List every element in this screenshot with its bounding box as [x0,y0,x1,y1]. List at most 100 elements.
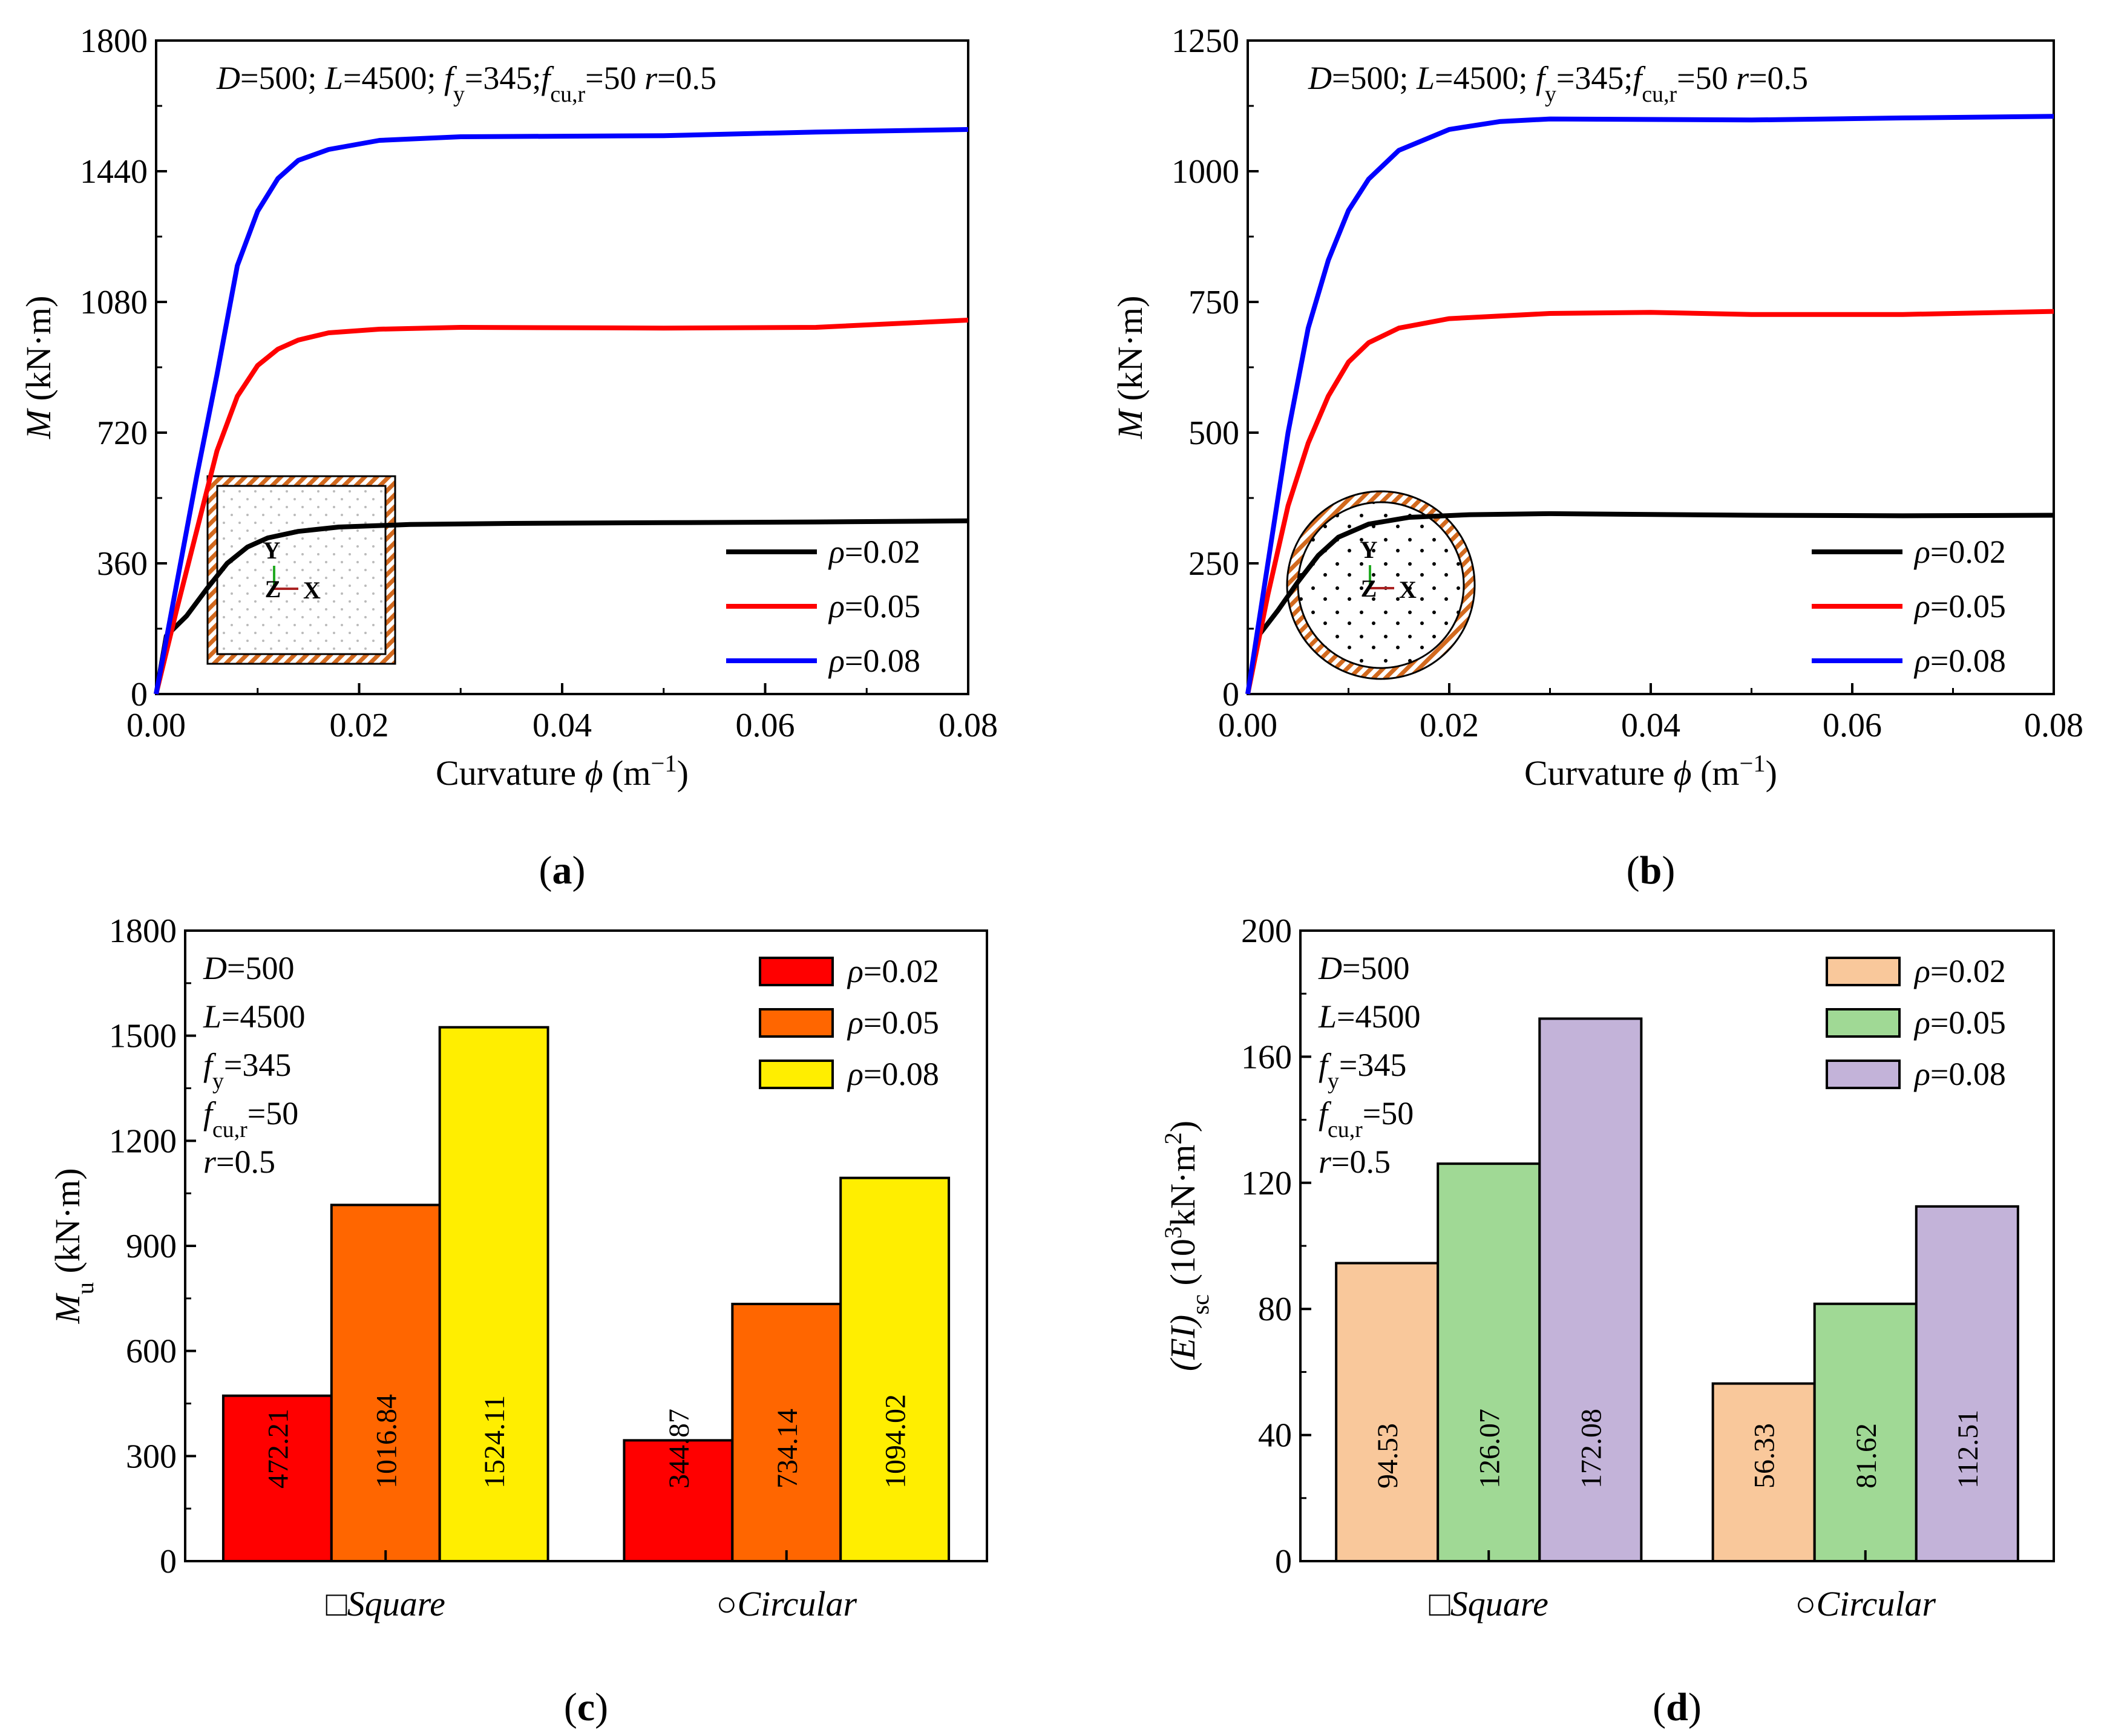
y-tick-label: 80 [1258,1291,1292,1328]
section-inset: YZ X [1286,490,1476,680]
y-tick-label: 40 [1258,1417,1292,1455]
inset-x-label: X [1399,576,1417,603]
y-tick-label: 1200 [109,1122,177,1160]
bar-value-label: 126.07 [1473,1409,1506,1489]
y-tick-label: 720 [97,414,148,452]
y-tick-label: 1250 [1171,22,1239,60]
y-tick-label: 1000 [1171,153,1239,191]
series-line [154,318,969,695]
x-tick-label: 0.08 [939,707,998,744]
x-tick-label: 0.04 [532,707,592,744]
x-tick-label: 0.06 [1823,707,1882,744]
series-line [1245,511,2054,695]
x-category-label: ○Circular [1795,1584,1936,1623]
y-axis-label: Mu (kN·m) [48,1168,99,1324]
x-tick-label: 0.00 [126,707,186,744]
annotation-r: r=0.5 [1319,1144,1391,1180]
y-tick-label: 0 [131,676,148,713]
y-tick-label: 0 [1275,1543,1292,1580]
y-axis-label: M (kN·m) [1110,296,1150,440]
annotation-fy: fy=345 [203,1047,291,1094]
bar [1711,1382,1816,1563]
y-tick-label: 160 [1241,1038,1292,1076]
bar-value-label: 112.51 [1952,1410,1984,1489]
y-tick-label: 0 [160,1543,177,1580]
legend-label: ρ=0.08 [1913,643,2006,679]
bar [623,1439,734,1563]
legend-label: ρ=0.02 [1913,534,2006,570]
legend-swatch [1826,957,1901,986]
x-tick-label: 0.06 [736,707,795,744]
section-inset: YZ X [206,475,396,665]
legend-swatch [1826,1008,1901,1038]
bar [1437,1162,1541,1562]
bar-value-label: 1094.02 [880,1394,912,1489]
x-category-label: □Square [326,1584,445,1623]
annotation-fcu: fcu,r=50 [1319,1095,1414,1142]
annotation-l: L=4500 [1318,998,1421,1035]
annotation-fy: fy=345 [1319,1047,1406,1094]
legend-label: ρ=0.05 [828,588,920,624]
bar [1335,1262,1440,1563]
legend-label: ρ=0.05 [1913,588,2006,624]
series-line [154,127,969,695]
bar [731,1303,842,1562]
x-category-label: □Square [1429,1584,1548,1623]
y-tick-label: 360 [97,545,148,583]
panel-label: (a) [539,848,586,893]
bar-value-label: 172.08 [1575,1409,1607,1489]
annotation-d: D=500 [203,950,294,986]
panel-a: 0 360 720 1080 1440 1800 0.00 0.02 0.04 0.06 0.08 Y… [19,22,998,893]
bar [221,1394,333,1562]
bar-value-label: 81.62 [1850,1423,1883,1489]
annotation-r: r=0.5 [203,1144,275,1180]
y-tick-label: 200 [1241,912,1292,950]
legend-label: ρ=0.02 [828,534,920,570]
y-tick-label: 1080 [80,284,148,321]
legend-label: ρ=0.05 [847,1004,939,1041]
series-line [1245,114,2054,695]
legend-label: ρ=0.08 [1913,1056,2006,1092]
panel-label: (d) [1653,1685,1702,1729]
y-axis-label: (EI)sc (103kN·m2) [1159,1121,1214,1371]
inset-x-label: X [303,577,321,604]
parameter-annotation: D=500; L=4500; fy=345;fcu,r=50 r=0.5 [216,60,716,107]
annotation-fcu: fcu,r=50 [203,1095,298,1142]
inset-z-label: Z [265,575,281,603]
x-tick-label: 0.00 [1218,707,1277,744]
legend-swatch [759,1060,834,1089]
y-tick-label: 500 [1188,414,1239,452]
bar-value-label: 344.87 [663,1409,695,1489]
legend-label: ρ=0.05 [1913,1004,2006,1041]
bar-value-label: 1524.11 [479,1395,511,1489]
x-category-label: ○Circular [716,1584,857,1623]
bar [438,1026,549,1562]
y-tick-label: 900 [126,1228,177,1265]
panel-c: 0 300 600 900 1200 1500 1800 472.21 1016.84 1524.… [48,912,988,1729]
legend-label: ρ=0.08 [847,1056,939,1092]
bar [1538,1017,1643,1563]
panel-label: (b) [1627,848,1676,893]
x-tick-label: 0.08 [2024,707,2083,744]
y-tick-label: 0 [1222,676,1239,713]
annotation-d: D=500 [1318,950,1409,986]
bar-value-label: 1016.84 [370,1394,402,1489]
y-tick-label: 1800 [80,22,148,60]
inset-y-label: Y [1360,536,1378,563]
panel-b: 0 250 500 750 1000 1250 0.00 0.02 0.04 0.06 0.08 YZ… [1110,22,2083,893]
parameter-annotation: D=500; L=4500; fy=345;fcu,r=50 r=0.5 [1308,60,1808,107]
panel-d: 0 40 80 120 160 200 94.53 126.07 172.08 □Square 56… [1159,912,2055,1729]
legend-label: ρ=0.02 [847,953,939,989]
x-tick-label: 0.02 [1420,707,1479,744]
series-line [154,518,969,695]
bar-value-label: 472.21 [262,1409,294,1489]
y-tick-label: 120 [1241,1165,1292,1202]
concrete-core-square [216,485,387,655]
y-tick-label: 600 [126,1333,177,1371]
panel-label: (c) [564,1685,608,1729]
y-tick-label: 1500 [109,1018,177,1055]
bar-value-label: 734.14 [772,1409,804,1489]
y-tick-label: 300 [126,1438,177,1475]
legend-swatch [759,1008,834,1038]
